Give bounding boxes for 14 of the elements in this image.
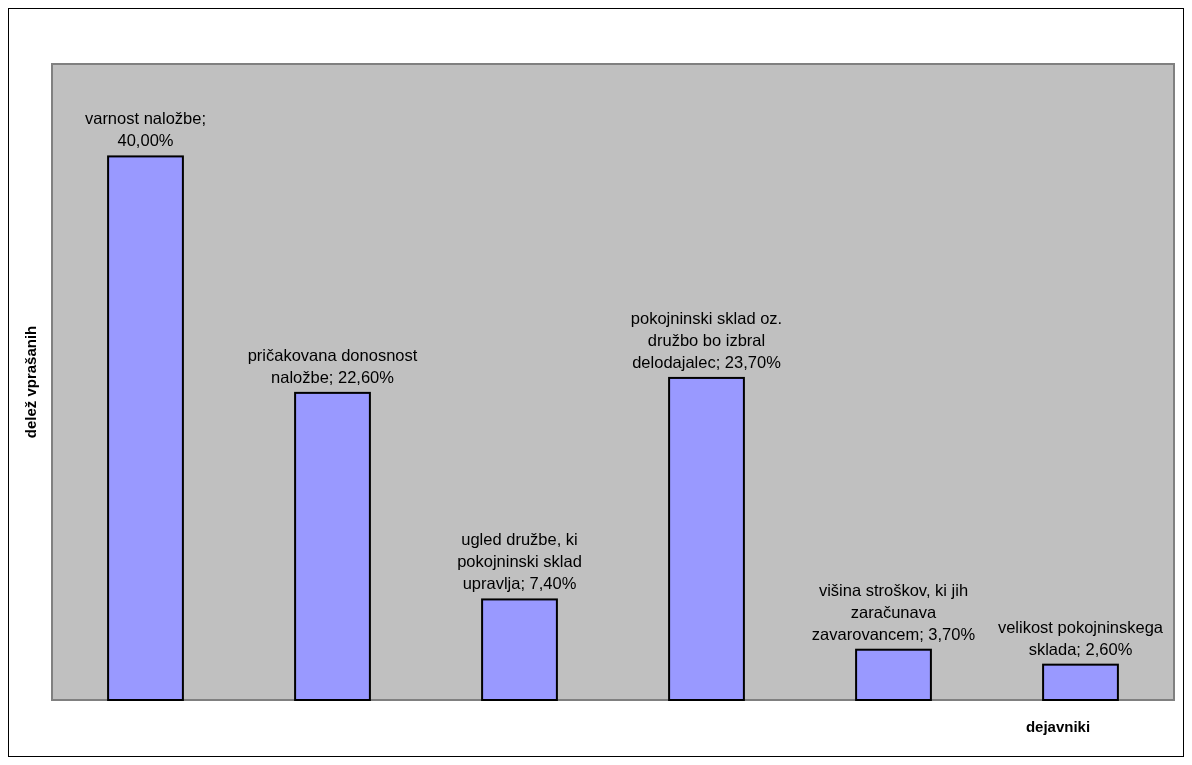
data-label: velikost pokojninskega sklada; 2,60% [997,617,1164,658]
bar [294,391,371,701]
y-axis-title: delež vprašanih [22,325,39,439]
bar [668,376,745,701]
data-label: višina stroškov, ki jih zaračunava zavarovancem; 3,70% [811,580,976,643]
bar [481,598,558,701]
bar [1042,663,1119,701]
bar [855,648,932,701]
bar [107,155,184,701]
data-label: pokojninski sklad oz. družbo bo izbral delodajalec; 23,70% [630,308,783,371]
data-label: ugled družbe, ki pokojninski sklad upravlja; 7,40% [457,530,582,593]
data-label: pričakovana donosnost naložbe; 22,60% [247,345,418,386]
data-label: varnost naložbe; 40,00% [84,109,207,150]
x-axis-title: dejavniki [1025,718,1091,735]
